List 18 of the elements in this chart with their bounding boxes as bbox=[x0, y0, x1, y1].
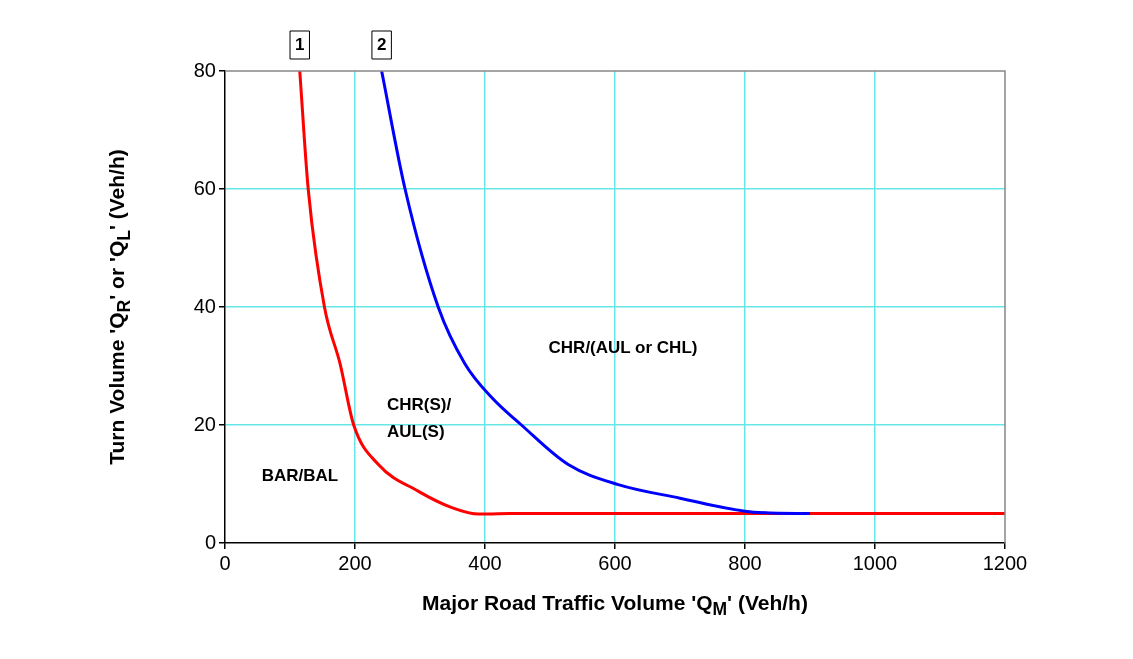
x-tick-label: 600 bbox=[598, 551, 632, 574]
y-tick-label: 80 bbox=[193, 58, 216, 81]
x-axis-title: Major Road Traffic Volume 'Q$_{M}$' (Veh/h) bbox=[421, 591, 809, 621]
x-tick-label: 800 bbox=[728, 551, 762, 574]
x-tick-label: 1000 bbox=[852, 551, 898, 574]
line-series bbox=[380, 71, 812, 515]
x-tick-label: 0 bbox=[219, 551, 231, 574]
y-tick-label: 0 bbox=[204, 530, 216, 553]
x-tick-label: 1200 bbox=[982, 551, 1028, 574]
annotation: 2 bbox=[376, 34, 387, 54]
y-tick-label: 20 bbox=[193, 412, 216, 435]
y-tick-label: 60 bbox=[193, 176, 216, 199]
annotation: 1 bbox=[295, 34, 305, 54]
y-tick-label: 40 bbox=[193, 294, 216, 317]
x-tick-label: 400 bbox=[468, 551, 502, 574]
annotation: CHR(S)/ AUL(S) bbox=[387, 394, 452, 443]
annotation: BAR/BAL bbox=[261, 464, 339, 487]
x-tick-label: 200 bbox=[338, 551, 372, 574]
